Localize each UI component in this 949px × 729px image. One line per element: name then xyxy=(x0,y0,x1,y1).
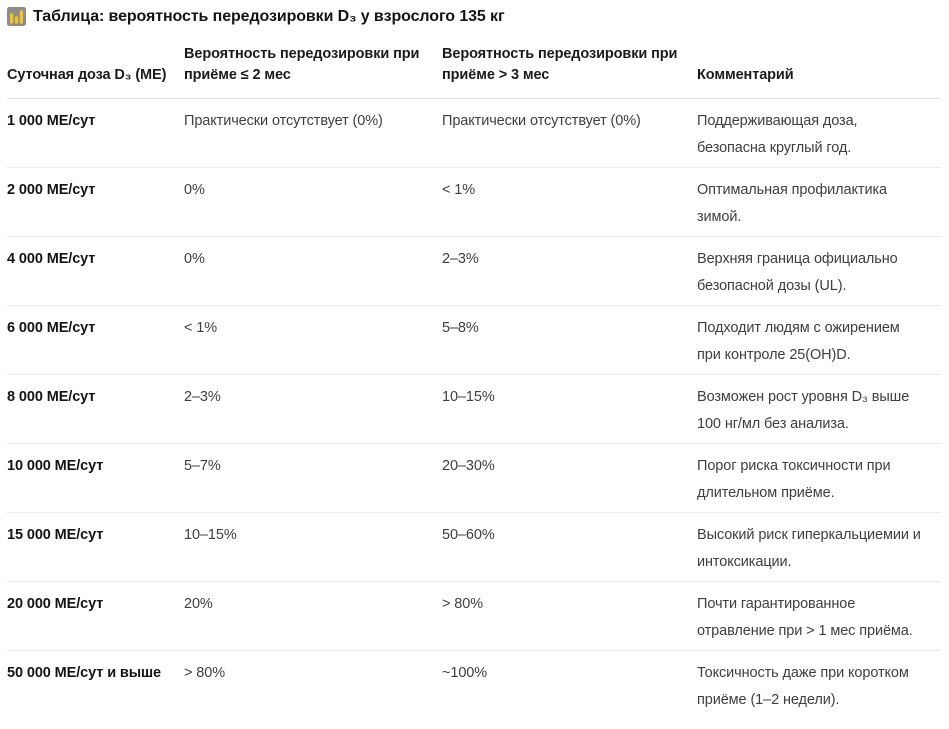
col-header-short-term: Вероятность передозировки при приёме ≤ 2… xyxy=(184,32,442,99)
page-title: Таблица: вероятность передозировки D₃ у … xyxy=(7,7,941,26)
cell-short-term: 20% xyxy=(184,581,442,651)
table-row: 20 000 МЕ/сут 20% > 80% Почти гарантиров… xyxy=(7,581,941,651)
cell-dose: 2 000 МЕ/сут xyxy=(7,167,184,237)
cell-short-term: 2–3% xyxy=(184,374,442,444)
cell-long-term: < 1% xyxy=(442,167,697,237)
cell-long-term: 50–60% xyxy=(442,512,697,582)
cell-comment: Почти гарантированное отравление при > 1… xyxy=(697,581,941,651)
cell-dose: 10 000 МЕ/сут xyxy=(7,443,184,513)
cell-dose: 20 000 МЕ/сут xyxy=(7,581,184,651)
table-row: 1 000 МЕ/сут Практически отсутствует (0%… xyxy=(7,98,941,168)
page-title-text: Таблица: вероятность передозировки D₃ у … xyxy=(33,7,505,25)
col-header-comment: Комментарий xyxy=(697,32,941,99)
dosage-table: Суточная доза D₃ (МЕ) Вероятность передо… xyxy=(7,32,941,719)
table-row: 15 000 МЕ/сут 10–15% 50–60% Высокий риск… xyxy=(7,512,941,582)
cell-short-term: 0% xyxy=(184,167,442,237)
col-header-long-term: Вероятность передозировки при приёме > 3… xyxy=(442,32,697,99)
cell-comment: Оптимальная профилактика зимой. xyxy=(697,167,941,237)
col-header-dose: Суточная доза D₃ (МЕ) xyxy=(7,32,184,99)
cell-long-term: 5–8% xyxy=(442,305,697,375)
cell-long-term: 20–30% xyxy=(442,443,697,513)
table-row: 50 000 МЕ/сут и выше > 80% ~100% Токсичн… xyxy=(7,651,941,720)
table-row: 2 000 МЕ/сут 0% < 1% Оптимальная профила… xyxy=(7,167,941,237)
cell-comment: Порог риска токсичности при длительном п… xyxy=(697,443,941,513)
bar-chart-icon xyxy=(7,7,26,26)
table-row: 8 000 МЕ/сут 2–3% 10–15% Возможен рост у… xyxy=(7,374,941,444)
cell-short-term: 10–15% xyxy=(184,512,442,582)
cell-long-term: Практически отсутствует (0%) xyxy=(442,98,697,168)
table-row: 6 000 МЕ/сут < 1% 5–8% Подходит людям с … xyxy=(7,305,941,375)
cell-dose: 50 000 МЕ/сут и выше xyxy=(7,665,161,681)
cell-long-term: > 80% xyxy=(442,581,697,651)
cell-dose: 8 000 МЕ/сут xyxy=(7,374,184,444)
cell-long-term: 2–3% xyxy=(442,236,697,306)
cell-comment: Верхняя граница официально безопасной до… xyxy=(697,236,941,306)
cell-comment: Поддерживающая доза, безопасна круглый г… xyxy=(697,98,941,168)
cell-short-term: > 80% xyxy=(184,665,226,681)
cell-comment: Высокий риск гиперкальциемии и интоксика… xyxy=(697,512,941,582)
cell-dose: 6 000 МЕ/сут xyxy=(7,305,184,375)
cell-dose: 4 000 МЕ/сут xyxy=(7,236,184,306)
table-row: 4 000 МЕ/сут 0% 2–3% Верхняя граница офи… xyxy=(7,236,941,306)
cell-short-term: 5–7% xyxy=(184,443,442,513)
table-row: 10 000 МЕ/сут 5–7% 20–30% Порог риска то… xyxy=(7,443,941,513)
cell-short-term: < 1% xyxy=(184,305,442,375)
cell-short-term: 0% xyxy=(184,236,442,306)
cell-long-term: ~100% xyxy=(442,665,488,681)
cell-comment: Возможен рост уровня D₃ выше 100 нг/мл б… xyxy=(697,374,941,444)
cell-dose: 15 000 МЕ/сут xyxy=(7,512,184,582)
cell-dose: 1 000 МЕ/сут xyxy=(7,98,184,168)
cell-short-term: Практически отсутствует (0%) xyxy=(184,98,442,168)
cell-comment: Токсичность даже при коротком приёме (1–… xyxy=(697,665,909,708)
cell-long-term: 10–15% xyxy=(442,374,697,444)
table-header-row: Суточная доза D₃ (МЕ) Вероятность передо… xyxy=(7,32,941,99)
cell-comment: Подходит людям с ожирением при контроле … xyxy=(697,305,941,375)
